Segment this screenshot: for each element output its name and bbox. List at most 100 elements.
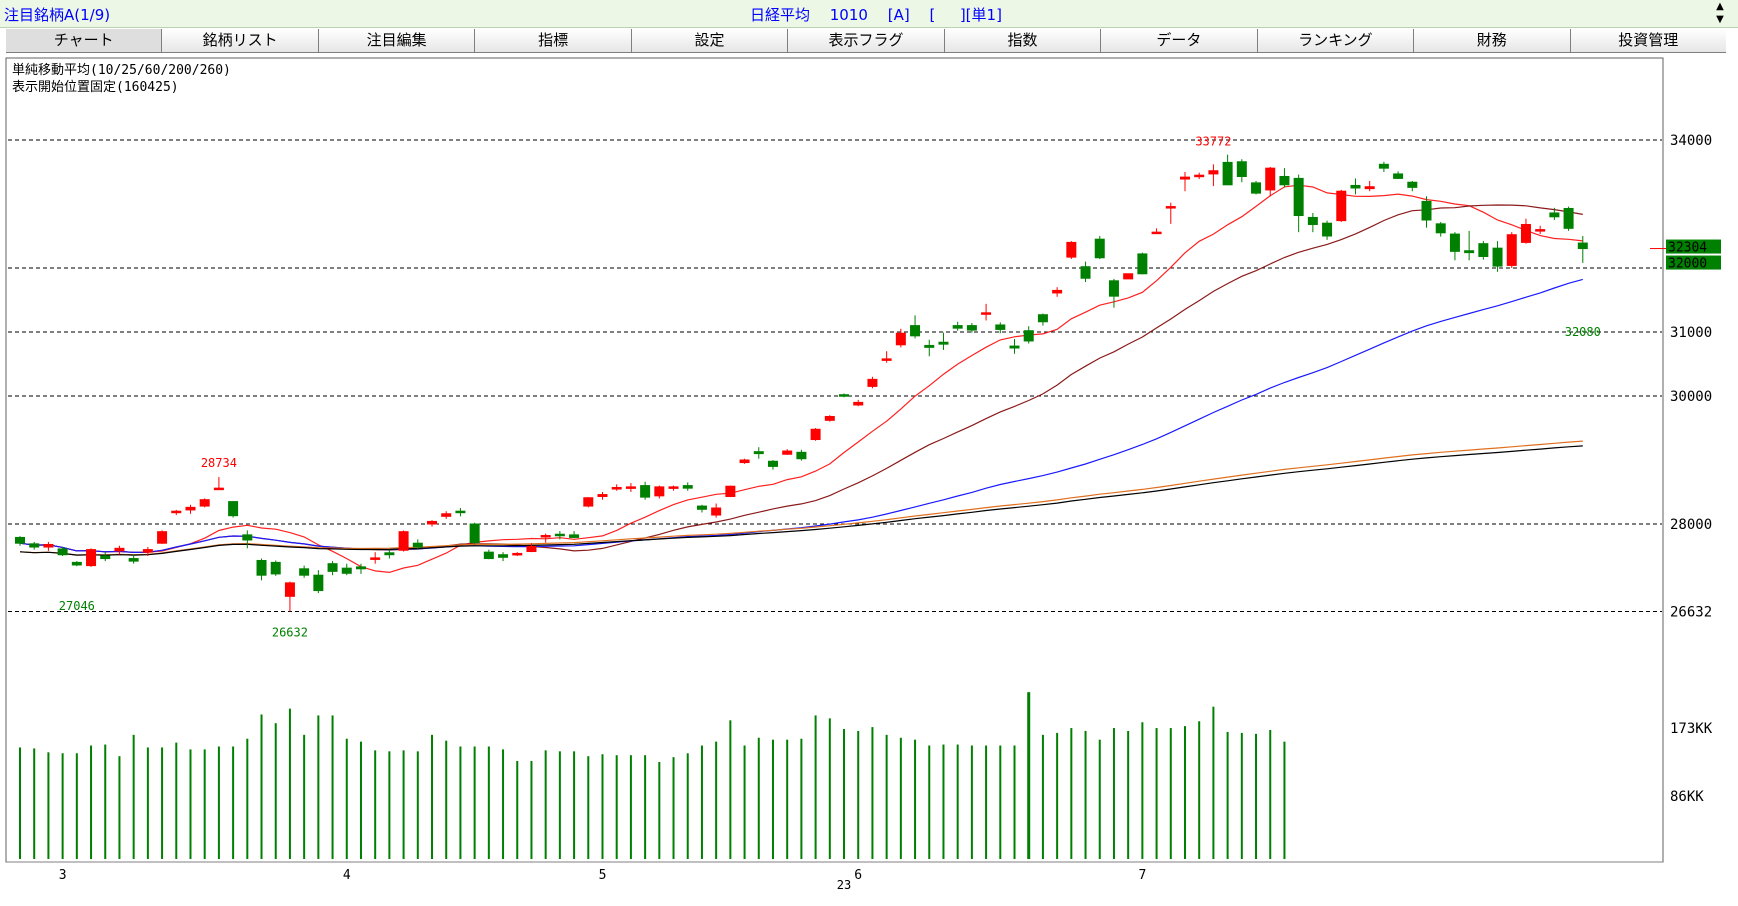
candle-body[interactable]	[625, 486, 636, 489]
candle-body[interactable]	[1009, 345, 1020, 349]
scroll-up-icon[interactable]: ▲	[1716, 1, 1724, 12]
candle-body[interactable]	[384, 552, 395, 556]
candle-body[interactable]	[114, 547, 125, 552]
candle-body[interactable]	[1393, 173, 1404, 179]
candle-body[interactable]	[569, 534, 580, 538]
candle-body[interactable]	[171, 510, 182, 514]
candle-body[interactable]	[767, 460, 778, 467]
candle-body[interactable]	[1293, 177, 1304, 217]
candle-body[interactable]	[157, 531, 168, 544]
candle-body[interactable]	[1023, 330, 1034, 342]
candle-body[interactable]	[441, 513, 452, 517]
candle-body[interactable]	[1066, 241, 1077, 258]
candle-body[interactable]	[370, 557, 381, 560]
candle-body[interactable]	[15, 536, 25, 544]
candle-body[interactable]	[327, 563, 338, 572]
candle-body[interactable]	[1563, 207, 1574, 229]
candle-body[interactable]	[753, 451, 764, 455]
candle-body[interactable]	[1322, 222, 1333, 237]
scroll-down-icon[interactable]: ▼	[1716, 14, 1724, 25]
candle-body[interactable]	[71, 561, 82, 566]
candle-body[interactable]	[199, 499, 210, 507]
candle-body[interactable]	[1336, 190, 1347, 222]
stock-list-title[interactable]: 注目銘柄A(1/9)	[4, 6, 111, 24]
candle-body[interactable]	[796, 451, 807, 460]
candle-body[interactable]	[1549, 212, 1560, 218]
candle-body[interactable]	[1052, 289, 1063, 294]
candle-body[interactable]	[1378, 163, 1389, 169]
candle-body[interactable]	[1265, 167, 1276, 191]
candle-body[interactable]	[483, 551, 494, 560]
candle-body[interactable]	[100, 555, 111, 560]
candle-body[interactable]	[895, 332, 906, 346]
candle-body[interactable]	[1421, 200, 1432, 221]
candle-body[interactable]	[824, 415, 835, 421]
candle-body[interactable]	[29, 543, 40, 548]
candle-body[interactable]	[682, 485, 693, 489]
candle-body[interactable]	[1492, 247, 1503, 267]
candle-body[interactable]	[512, 552, 523, 556]
candle-body[interactable]	[57, 548, 68, 556]
tab-10[interactable]: 投資管理	[1569, 29, 1726, 52]
candle-body[interactable]	[1251, 182, 1262, 194]
candle-body[interactable]	[1307, 216, 1318, 225]
candle-body[interactable]	[355, 566, 366, 570]
tab-8[interactable]: ランキング	[1256, 29, 1414, 52]
candle-body[interactable]	[696, 505, 707, 510]
candle-body[interactable]	[938, 341, 949, 345]
tab-7[interactable]: データ	[1100, 29, 1257, 52]
candle-body[interactable]	[782, 450, 793, 455]
candle-body[interactable]	[1123, 273, 1134, 280]
candle-body[interactable]	[1137, 253, 1148, 275]
candle-body[interactable]	[1108, 280, 1119, 297]
candle-body[interactable]	[242, 534, 253, 541]
candle-body[interactable]	[810, 428, 821, 441]
candle-body[interactable]	[711, 507, 722, 516]
candle-body[interactable]	[1364, 186, 1375, 190]
candle-body[interactable]	[1165, 206, 1176, 209]
candle-body[interactable]	[654, 486, 665, 497]
candle-body[interactable]	[185, 506, 196, 511]
candle-body[interactable]	[1236, 161, 1247, 177]
candle-body[interactable]	[924, 344, 935, 348]
tab-2[interactable]: 注目編集	[317, 29, 475, 52]
candle-body[interactable]	[640, 485, 651, 498]
candle-body[interactable]	[142, 549, 153, 553]
candle-body[interactable]	[498, 554, 509, 558]
candle-body[interactable]	[540, 535, 551, 538]
candle-body[interactable]	[86, 549, 97, 567]
candle-body[interactable]	[725, 485, 736, 497]
candle-body[interactable]	[341, 567, 352, 574]
tab-4[interactable]: 設定	[630, 29, 788, 52]
candle-body[interactable]	[597, 494, 608, 497]
candle-body[interactable]	[427, 520, 438, 525]
candle-body[interactable]	[1279, 175, 1290, 186]
candle-body[interactable]	[554, 533, 565, 537]
candle-body[interactable]	[213, 487, 224, 491]
candle-body[interactable]	[1535, 229, 1546, 232]
candle-body[interactable]	[1179, 176, 1190, 180]
candle-body[interactable]	[1222, 161, 1233, 186]
candle-body[interactable]	[739, 459, 750, 464]
candle-body[interactable]	[1435, 223, 1446, 234]
candle-body[interactable]	[1407, 181, 1418, 188]
candle-body[interactable]	[1194, 174, 1205, 178]
candle-body[interactable]	[1520, 223, 1531, 243]
candle-body[interactable]	[398, 531, 409, 551]
tab-9[interactable]: 財務	[1413, 29, 1570, 52]
candle-body[interactable]	[1151, 231, 1162, 235]
candle-body[interactable]	[1080, 266, 1091, 279]
candle-body[interactable]	[583, 497, 594, 507]
candle-body[interactable]	[1478, 243, 1489, 257]
candle-body[interactable]	[867, 378, 878, 387]
candle-body[interactable]	[1506, 234, 1517, 266]
tab-3[interactable]: 指標	[474, 29, 631, 52]
tab-1[interactable]: 銘柄リスト	[161, 29, 318, 52]
candle-body[interactable]	[881, 358, 892, 361]
candle-body[interactable]	[43, 543, 54, 548]
candle-body[interactable]	[1449, 233, 1460, 252]
candle-body[interactable]	[526, 545, 537, 553]
candle-body[interactable]	[839, 394, 850, 397]
candle-body[interactable]	[981, 312, 992, 315]
candle-body[interactable]	[313, 574, 324, 592]
